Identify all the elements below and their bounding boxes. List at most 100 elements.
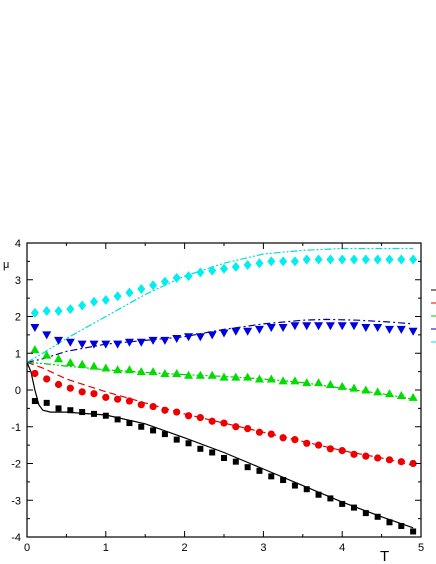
curve-dash-dot-dot [26,361,414,400]
data-point-triangle-up [254,374,264,383]
data-point-circle [90,390,98,398]
data-point-square [138,423,145,430]
data-point-triangle-up [219,372,229,381]
data-point-triangle-down [361,324,371,333]
data-point-square [280,477,287,484]
data-point-circle [338,447,346,455]
curve-dash-dot-dot [26,247,414,363]
data-point-diamond [279,256,288,267]
data-point-diamond [314,254,323,265]
data-point-triangle-down [254,325,264,334]
data-point-circle [291,436,299,444]
data-point-circle [102,393,110,401]
x-tick-label: 0 [24,542,30,554]
data-point-triangle-up [302,378,312,387]
data-point-triangle-up [243,372,253,381]
data-point-circle [208,417,216,425]
y-tick-label: 0 [15,385,21,397]
data-point-triangle-up [89,361,99,370]
data-point-triangle-up [54,354,64,363]
data-point-diamond [42,305,51,316]
data-point-circle [196,413,204,422]
data-point-diamond [196,267,205,278]
y-tick-label: 1 [15,348,21,360]
data-point-diamond [397,254,406,265]
x-tick-label: 1 [103,542,109,554]
data-point-diamond [231,261,240,272]
data-point-triangle-up [278,376,288,385]
data-point-square [386,519,393,526]
data-point-square [161,431,168,438]
data-point-triangle-down [384,325,394,334]
data-point-triangle-up [77,359,87,368]
data-point-triangle-up [290,376,300,385]
y-tick-label: 3 [15,275,21,287]
data-point-diamond [89,296,98,307]
curve-dashed [26,361,414,466]
data-point-square [90,410,97,417]
data-point-square [410,528,417,535]
data-point-triangle-down [337,322,347,331]
x-tick-labels: 0 1 2 3 4 5 [24,542,424,554]
data-point-triangle-down [278,324,288,333]
data-point-triangle-down [160,336,170,345]
data-point-triangle-up [207,370,217,379]
data-point-square [31,398,38,405]
data-point-square [256,467,263,474]
data-point-square [67,407,74,414]
data-point-square [197,445,204,452]
data-point-triangle-down [373,324,383,333]
data-point-diamond [184,271,193,282]
data-point-triangle-down [89,340,99,349]
data-point-square [327,495,334,502]
data-point-square [291,482,298,489]
data-point-circle [350,450,358,458]
data-point-triangle-down [77,340,87,349]
data-point-triangle-up [408,392,418,401]
data-point-diamond [149,280,158,291]
data-point-triangle-up [325,379,335,388]
y-tick-label: -1 [11,422,21,434]
data-point-circle [220,419,228,427]
data-point-triangle-up [349,383,359,392]
data-point-circle [409,459,417,468]
x-tick-label: 3 [260,542,266,554]
data-point-triangle-up [373,387,383,396]
data-point-square [150,427,157,434]
data-point-diamond [137,283,146,294]
data-point-triangle-up [195,370,205,379]
data-point-diamond [172,272,181,283]
data-point-circle [244,424,252,433]
data-point-diamond [409,254,418,265]
x-tick-label: 5 [418,542,424,554]
data-point-square [221,454,227,461]
data-point-triangle-down [172,335,182,344]
x-axis-label: T [380,548,389,564]
data-point-diamond [373,254,382,265]
data-point-triangle-down [30,324,40,333]
data-point-square [79,409,86,416]
x-tick-label: 4 [339,542,345,554]
data-point-circle [125,397,134,405]
clipped-legend-fragments [431,289,436,343]
data-point-square [126,420,133,427]
data-point-square [315,491,322,498]
data-point-diamond [54,305,63,316]
data-point-diamond [160,276,169,287]
data-point-circle [54,380,63,389]
data-point-triangle-up [231,372,241,381]
data-point-circle [374,454,382,462]
data-point-diamond [243,260,252,271]
data-point-square [55,405,62,412]
data-point-triangle-up [136,367,146,376]
data-point-triangle-down [113,340,123,349]
fit-curves [26,247,414,529]
data-point-circle [31,369,39,378]
y-axis-label: μ [3,259,9,271]
data-point-diamond [255,258,264,269]
data-point-circle [232,423,240,431]
data-point-triangle-down [266,324,276,333]
data-point-diamond [350,254,359,265]
data-point-circle [173,408,181,416]
